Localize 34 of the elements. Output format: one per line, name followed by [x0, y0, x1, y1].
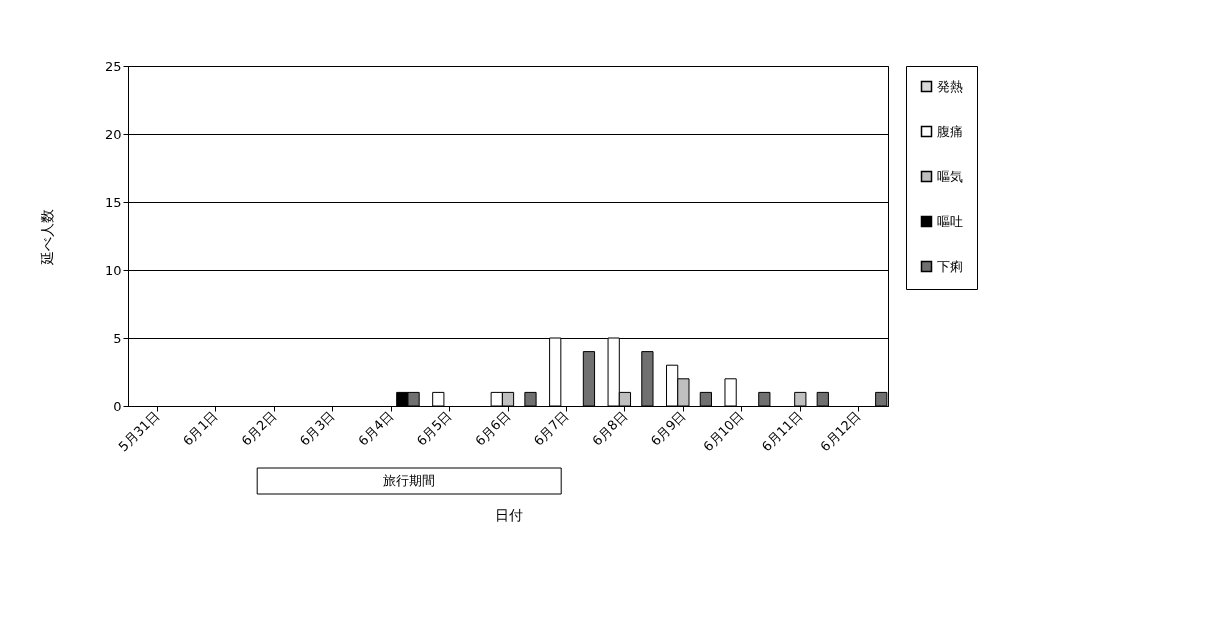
x-tick-label: 6月6日	[472, 407, 513, 449]
bar	[724, 378, 737, 407]
x-tick-label: 6月9日	[647, 407, 689, 449]
y-axis-title: 延べ人数	[38, 208, 55, 266]
bar	[641, 351, 654, 407]
y-tick-label: 20	[104, 126, 122, 142]
y-tick-label: 25	[104, 58, 122, 74]
y-tick-label: 10	[104, 262, 122, 278]
x-tick-label: 6月12日	[817, 407, 864, 455]
bar	[816, 391, 829, 407]
y-tick-label: 15	[104, 194, 122, 210]
y-tick-label: 5	[113, 330, 122, 346]
x-tick-label: 6月3日	[296, 407, 338, 449]
x-tick-label: 6月8日	[589, 407, 630, 449]
x-axis-title: 日付	[494, 507, 523, 524]
legend-label: 発熱	[937, 78, 963, 94]
x-tick-label: 6月2日	[238, 407, 280, 449]
legend-label: 嘔気	[937, 168, 963, 184]
x-tick-label: 6月10日	[700, 407, 747, 455]
bar	[432, 391, 445, 407]
legend-label: 嘔吐	[937, 213, 963, 229]
legend-label: 腹痛	[937, 123, 963, 139]
x-tick-label: 6月5日	[413, 407, 455, 449]
x-tick-label: 6月1日	[179, 407, 221, 449]
bar	[758, 391, 771, 407]
x-tick-label: 6月7日	[530, 407, 572, 449]
bar	[582, 351, 596, 407]
bar	[524, 391, 537, 407]
bar	[699, 391, 712, 407]
y-tick-label: 0	[113, 398, 122, 414]
x-tick-label: 6月4日	[355, 407, 397, 449]
x-tick-label: 6月11日	[758, 407, 806, 455]
legend-label: 下痢	[937, 258, 963, 274]
text: 旅行期間	[383, 473, 436, 488]
